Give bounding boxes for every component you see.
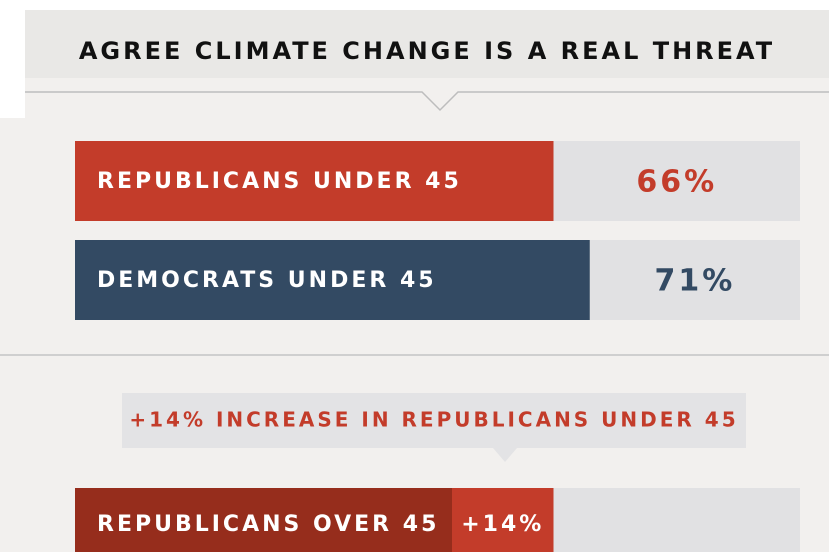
title-banner [25, 10, 829, 78]
bar-segment [452, 488, 554, 552]
segment-label: +14% [461, 512, 544, 537]
bar-label: REPUBLICANS OVER 45 [97, 512, 439, 537]
title-divider [25, 91, 829, 112]
bar-label: DEMOCRATS UNDER 45 [97, 268, 437, 293]
bar-segment [75, 488, 452, 552]
bar [75, 240, 590, 320]
annotation-box [122, 393, 746, 448]
chart-title: AGREE CLIMATE CHANGE IS A REAL THREAT [79, 37, 775, 65]
value-label: 66% [636, 165, 717, 200]
annotation-notch [493, 448, 517, 462]
annotation: +14% INCREASE IN REPUBLICANS UNDER 45 [129, 408, 738, 432]
bar-label: REPUBLICANS UNDER 45 [97, 169, 462, 194]
bar [75, 141, 554, 221]
value-label: 71% [654, 264, 735, 299]
